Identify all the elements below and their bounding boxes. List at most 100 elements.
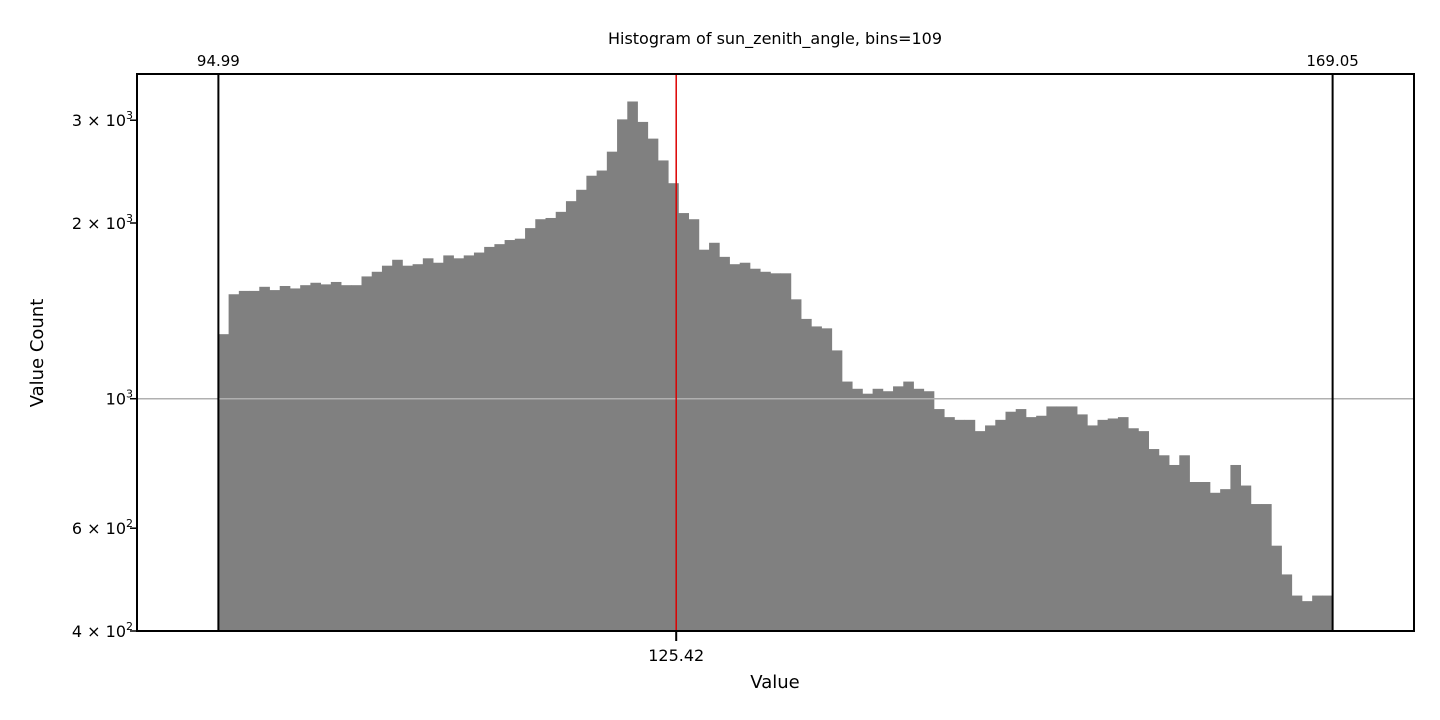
- histogram-bar: [1281, 574, 1293, 631]
- y-tick-label: 2 × 103: [72, 212, 133, 233]
- y-tick-label: 6 × 102: [72, 517, 133, 538]
- histogram-bar: [617, 119, 628, 631]
- histogram-bar: [402, 265, 414, 631]
- histogram-bar: [1117, 417, 1129, 631]
- histogram-bar: [729, 264, 741, 631]
- histogram-bar: [1056, 406, 1068, 631]
- histogram-bar: [719, 256, 730, 631]
- chart-title: Histogram of sun_zenith_angle, bins=109: [608, 29, 942, 49]
- histogram-bar: [453, 258, 465, 631]
- histogram-bar: [944, 417, 955, 631]
- histogram-bar: [392, 259, 403, 631]
- histogram-bar: [698, 249, 710, 631]
- histogram-bar: [903, 381, 914, 631]
- histogram-bar: [494, 244, 506, 631]
- histogram-bar: [821, 328, 833, 631]
- histogram-bar: [1025, 417, 1037, 631]
- histogram-bar: [780, 273, 792, 631]
- histogram-bar: [688, 219, 700, 632]
- histogram-bar: [565, 201, 577, 631]
- histogram-bar: [995, 419, 1006, 631]
- histogram-bar: [913, 388, 925, 631]
- histogram-bar: [1087, 425, 1098, 631]
- histogram-bar: [882, 391, 894, 631]
- median-x-tick-label: 125.42: [648, 646, 704, 665]
- histogram-bar: [1015, 409, 1027, 631]
- histogram-bar: [974, 431, 986, 631]
- histogram-bar: [310, 282, 322, 631]
- histogram-bar: [218, 334, 230, 631]
- histogram-bar: [422, 258, 434, 631]
- histogram-bar: [330, 281, 342, 631]
- y-axis-ticks: 4 × 102 6 × 102 103 2 × 103 3 × 103: [72, 109, 137, 641]
- histogram-bar: [1312, 595, 1323, 631]
- histogram-bar: [668, 183, 679, 631]
- x-axis-label: Value: [750, 672, 799, 693]
- histogram-bar: [1046, 406, 1058, 631]
- y-axis-label: Value Count: [27, 299, 48, 408]
- histogram-bar: [1158, 455, 1170, 631]
- histogram-bar: [964, 419, 976, 631]
- histogram-bar: [1189, 482, 1201, 631]
- histogram-bar: [1220, 489, 1231, 631]
- histogram-bar: [1240, 485, 1252, 631]
- histogram-bar: [443, 255, 454, 631]
- histogram-bar: [841, 381, 853, 631]
- histogram-bar: [555, 211, 567, 631]
- histogram-bar: [606, 151, 618, 632]
- histogram-bar: [1066, 406, 1078, 631]
- histogram-bar: [586, 175, 598, 632]
- histogram-bar: [504, 240, 516, 632]
- histogram-bar: [790, 299, 802, 631]
- histogram-bar: [1322, 595, 1334, 631]
- histogram-bar: [1230, 464, 1242, 631]
- histogram-bar: [576, 189, 587, 632]
- histogram-bar: [1077, 414, 1088, 631]
- histogram-bar: [1209, 492, 1221, 631]
- histogram-bar: [259, 286, 270, 631]
- histogram-bar: [709, 242, 720, 631]
- plot-frame: [136, 73, 1415, 632]
- histogram-bar: [514, 238, 526, 631]
- histogram-bar: [1261, 504, 1272, 631]
- histogram-bar: [1301, 601, 1313, 631]
- y-tick-label: 4 × 102: [72, 620, 133, 641]
- histogram-bar: [811, 326, 822, 631]
- histogram-bar: [862, 393, 874, 631]
- histogram-bar: [678, 213, 690, 631]
- histogram-bar: [760, 271, 771, 631]
- histogram-bar: [381, 265, 393, 631]
- histogram-bar: [1036, 415, 1047, 631]
- histogram-bar: [739, 262, 751, 631]
- histogram-bar: [1169, 464, 1180, 631]
- histogram-bar: [300, 285, 311, 631]
- histogram-bar: [596, 170, 608, 631]
- histogram-bar: [525, 228, 536, 631]
- histogram-bar: [351, 285, 362, 631]
- histogram-bar: [893, 386, 904, 631]
- histogram-bar: [749, 268, 761, 631]
- min-marker-label: 94.99: [197, 52, 240, 70]
- histogram-bar: [535, 219, 546, 632]
- histogram-bar: [433, 262, 444, 631]
- histogram-bar: [412, 264, 424, 631]
- histogram-bar: [954, 419, 966, 631]
- histogram-bar: [801, 318, 812, 631]
- histogram-bar: [269, 290, 281, 631]
- histogram-bar: [228, 294, 240, 631]
- histogram-bar: [770, 273, 782, 631]
- histogram-bar: [249, 290, 260, 631]
- histogram-bar: [1148, 449, 1160, 631]
- histogram-bar: [289, 288, 301, 631]
- histogram-bars: [218, 101, 1334, 632]
- histogram-bar: [637, 121, 649, 631]
- histogram-bar: [361, 276, 373, 631]
- y-tick-label: 103: [106, 388, 133, 409]
- histogram-bar: [484, 246, 495, 631]
- histogram-bar: [1291, 595, 1303, 631]
- histogram-bar: [1097, 419, 1109, 631]
- histogram-bar: [1271, 545, 1282, 631]
- histogram-bar: [933, 409, 945, 631]
- histogram-bar: [647, 138, 659, 631]
